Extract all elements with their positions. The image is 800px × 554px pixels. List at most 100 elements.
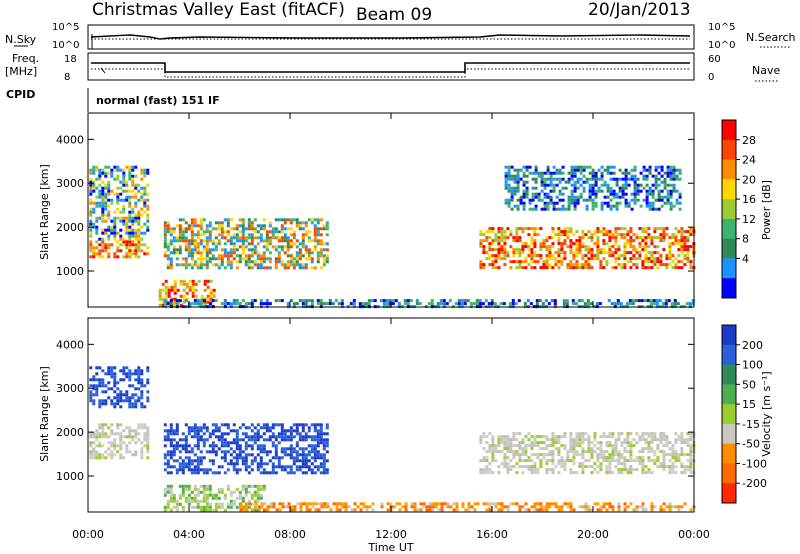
- heatmap-cell: [660, 198, 664, 202]
- heatmap-cell: [609, 186, 613, 190]
- heatmap-cell: [626, 432, 630, 436]
- heatmap-cell: [504, 183, 508, 187]
- heatmap-cell: [248, 502, 252, 506]
- heatmap-cell: [259, 260, 263, 264]
- heatmap-cell: [512, 435, 516, 439]
- heatmap-cell: [146, 225, 150, 229]
- heatmap-cell: [575, 242, 579, 246]
- heatmap-cell: [259, 233, 263, 237]
- heatmap-cell: [319, 435, 323, 439]
- heatmap-cell: [235, 441, 239, 445]
- heatmap-cell: [163, 224, 167, 228]
- heatmap-cell: [274, 245, 278, 249]
- heatmap-cell: [301, 266, 305, 270]
- heatmap-cell: [268, 459, 272, 463]
- heatmap-cell: [662, 465, 666, 469]
- heatmap-cell: [205, 502, 209, 506]
- heatmap-cell: [331, 302, 335, 306]
- heatmap-cell: [629, 227, 633, 231]
- heatmap-cell: [316, 441, 320, 445]
- heatmap-cell: [146, 381, 150, 385]
- heatmap-cell: [256, 224, 260, 228]
- heatmap-cell: [187, 242, 191, 246]
- heatmap-cell: [633, 195, 637, 199]
- heatmap-cell: [497, 450, 501, 454]
- heatmap-cell: [548, 453, 552, 457]
- heatmap-cell: [494, 236, 498, 240]
- heatmap-cell: [232, 468, 236, 472]
- heatmap-cell: [104, 213, 108, 217]
- freq-panel: [87, 52, 695, 81]
- heatmap-cell: [208, 257, 212, 261]
- heatmap-cell: [199, 456, 203, 460]
- heatmap-cell: [169, 493, 173, 497]
- heatmap-cell: [440, 508, 444, 512]
- heatmap-cell: [202, 239, 206, 243]
- heatmap-cell: [689, 227, 693, 231]
- heatmap-cell: [650, 432, 654, 436]
- heatmap-cell: [500, 236, 504, 240]
- heatmap-cell: [542, 505, 546, 509]
- heatmap-cell: [658, 299, 662, 303]
- heatmap-cell: [301, 450, 305, 454]
- heatmap-cell: [131, 207, 135, 211]
- heatmap-cell: [545, 468, 549, 472]
- heatmap-cell: [509, 266, 513, 270]
- heatmap-cell: [220, 435, 224, 439]
- heatmap-cell: [485, 435, 489, 439]
- heatmap-cell: [208, 459, 212, 463]
- heatmap-cell: [546, 192, 550, 196]
- heatmap-cell: [178, 465, 182, 469]
- heatmap-cell: [555, 168, 559, 172]
- heatmap-cell: [584, 502, 588, 506]
- heatmap-cell: [497, 248, 501, 252]
- heatmap-cell: [642, 168, 646, 172]
- heatmap-cell: [131, 168, 135, 172]
- heatmap-cell: [551, 444, 555, 448]
- heatmap-cell: [596, 441, 600, 445]
- heatmap-cell: [98, 444, 102, 448]
- heatmap-cell: [146, 396, 150, 400]
- heatmap-cell: [573, 189, 577, 193]
- heatmap-cell: [599, 251, 603, 255]
- heatmap-cell: [214, 493, 218, 497]
- heatmap-cell: [226, 441, 230, 445]
- heatmap-cell: [650, 260, 654, 264]
- heatmap-cell: [686, 260, 690, 264]
- heatmap-cell: [116, 432, 120, 436]
- heatmap-cell: [134, 216, 138, 220]
- heatmap-cell: [259, 236, 263, 240]
- heatmap-cell: [662, 248, 666, 252]
- heatmap-cell: [137, 255, 141, 259]
- heatmap-cell: [554, 251, 558, 255]
- heatmap-cell: [506, 441, 510, 445]
- heatmap-cell: [620, 453, 624, 457]
- heatmap-cell: [626, 505, 630, 509]
- heatmap-cell: [245, 502, 249, 506]
- heatmap-cell: [220, 227, 224, 231]
- heatmap-cell: [205, 508, 209, 512]
- heatmap-cell: [316, 429, 320, 433]
- heatmap-cell: [573, 174, 577, 178]
- heatmap-cell: [208, 221, 212, 225]
- heatmap-cell: [623, 456, 627, 460]
- heatmap-cell: [319, 302, 323, 306]
- heatmap-cell: [181, 468, 185, 472]
- heatmap-cell: [274, 230, 278, 234]
- heatmap-cell: [596, 447, 600, 451]
- heatmap-cell: [244, 239, 248, 243]
- heatmap-cell: [473, 502, 477, 506]
- heatmap-cell: [569, 468, 573, 472]
- heatmap-cell: [125, 216, 129, 220]
- heatmap-cell: [527, 508, 531, 512]
- heatmap-cell: [169, 441, 173, 445]
- heatmap-cell: [271, 435, 275, 439]
- heatmap-cell: [510, 186, 514, 190]
- heatmap-cell: [107, 426, 111, 430]
- x-tick-label: 04:00: [173, 528, 205, 541]
- heatmap-cell: [140, 231, 144, 235]
- heatmap-cell: [584, 245, 588, 249]
- heatmap-cell: [633, 186, 637, 190]
- heatmap-cell: [650, 447, 654, 451]
- heatmap-cell: [452, 508, 456, 512]
